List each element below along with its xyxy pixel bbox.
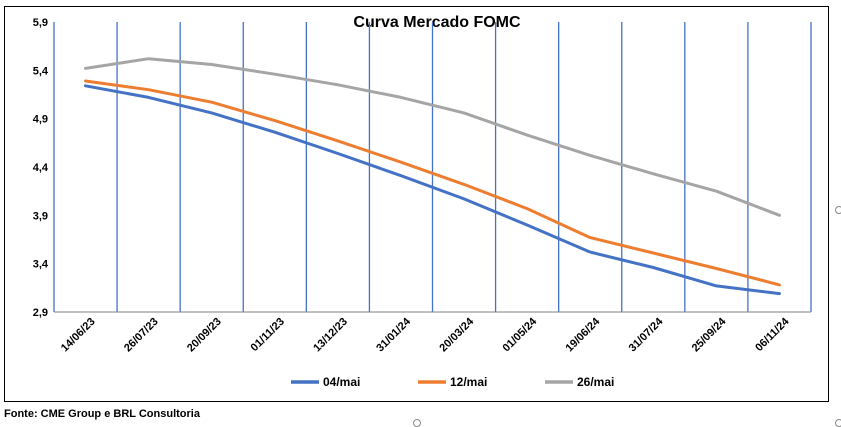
x-tick-label: 31/01/24 (374, 315, 413, 354)
x-tick-label: 20/09/23 (185, 316, 224, 355)
x-tick-label: 20/03/24 (437, 315, 476, 354)
resize-handle-right[interactable] (835, 206, 841, 214)
chart-frame: Curva Mercado FOMC 5,9 5,4 4,9 4,4 3,9 3,4 2,9 1… (4, 6, 829, 402)
series-line-3 (84, 57, 781, 217)
x-tick-label: 13/12/23 (311, 316, 350, 355)
chart-title: Curva Mercado FOMC (353, 14, 521, 31)
x-tick-label: 31/07/24 (627, 315, 666, 354)
resize-handle-bottom[interactable] (413, 419, 421, 427)
legend-label: 12/mai (450, 375, 487, 389)
chart-svg: Curva Mercado FOMC 5,9 5,4 4,9 4,4 3,9 3,4 2,9 1… (33, 14, 812, 389)
series-line-2 (84, 79, 781, 287)
x-tick-label: 25/09/24 (690, 315, 729, 354)
y-tick-label: 4,9 (33, 114, 48, 126)
legend-label: 26/mai (577, 375, 614, 389)
x-tick-label: 26/07/23 (122, 316, 161, 355)
y-tick-label: 2,9 (33, 307, 48, 319)
x-tick-label: 19/06/24 (564, 315, 603, 354)
y-tick-label: 3,9 (33, 210, 48, 222)
y-tick-label: 5,4 (33, 65, 49, 77)
y-tick-label: 3,4 (33, 259, 49, 271)
x-tick-label: 14/06/23 (59, 316, 98, 355)
series-line-1 (84, 84, 781, 296)
y-tick-label: 5,9 (33, 17, 48, 29)
x-tick-label: 01/11/23 (249, 316, 287, 354)
source-note: Fonte: CME Group e BRL Consultoria (4, 408, 200, 420)
x-tick-label: 06/11/24 (753, 315, 792, 354)
legend-label: 04/mai (323, 375, 360, 389)
y-tick-label: 4,4 (33, 162, 49, 174)
x-tick-label: 01/05/24 (500, 315, 539, 354)
resize-handle-corner[interactable] (835, 419, 841, 427)
